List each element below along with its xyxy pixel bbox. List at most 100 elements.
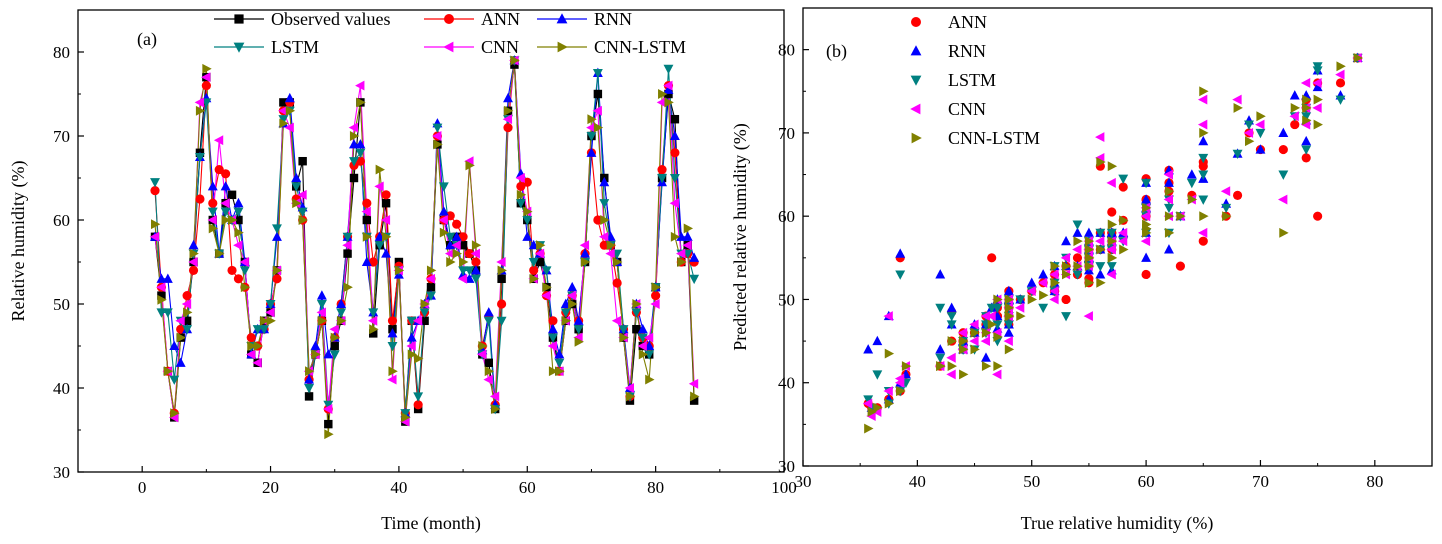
point-cnn: [605, 248, 615, 259]
panel-a-y-tick-label: 60: [53, 211, 70, 230]
point-observed-values: [304, 392, 314, 401]
panel-b-y-tick-label: 70: [778, 124, 795, 143]
panel-a-axes: 0 20 40 60 80 100 30 40 50 60 70 80: [53, 9, 797, 497]
point-lstm: [304, 383, 315, 394]
point-observed-values: [324, 419, 333, 429]
scatter-point-lstm: [1038, 303, 1049, 314]
scatter-point-cnn: [1220, 186, 1231, 197]
point-ann: [195, 194, 205, 204]
panel-a-x-tick-label: 60: [519, 478, 536, 497]
panel-b-x-tick-label: 40: [909, 472, 926, 491]
legend-label-rnn: RNN: [594, 9, 632, 29]
scatter-point-cnn-lstm: [959, 369, 969, 380]
scatter-point-lstm: [1061, 312, 1071, 322]
point-ann: [362, 198, 372, 208]
legend-label-cnn: CNN: [481, 37, 519, 57]
scatter-point-lstm: [1072, 220, 1083, 230]
point-ann: [208, 198, 218, 208]
scatter-point-rnn: [946, 302, 957, 312]
scatter-point-cnn-lstm: [1199, 211, 1209, 222]
scatter-point-rnn: [895, 248, 906, 258]
panel-b-x-tick-label: 50: [1023, 472, 1040, 491]
point-rnn: [220, 181, 231, 191]
scatter-point-cnn: [1300, 77, 1311, 88]
scatter-point-rnn: [981, 352, 991, 362]
legend-marker-cnn: [443, 41, 454, 53]
scatter-point-lstm: [946, 312, 957, 322]
scatter-point-lstm: [1198, 170, 1209, 180]
scatter-point-cnn: [1106, 177, 1116, 188]
point-ann: [188, 265, 199, 275]
panel-a-x-tick-label: 100: [771, 478, 797, 497]
scatter-point-cnn: [1197, 227, 1208, 238]
scatter-point-ann: [1175, 261, 1185, 271]
legend-label-ann: ANN: [481, 9, 520, 29]
panel-b-axes: 30 40 50 60 70 80 30 40 50 60 70 80: [778, 7, 1433, 491]
scatter-point-rnn: [935, 344, 946, 354]
legend-label-cnn-lstm: CNN-LSTM: [594, 37, 686, 57]
panel-a-y-axis-title: Relative humidity (%): [8, 161, 29, 322]
scatter-point-lstm: [1278, 170, 1289, 180]
scatter-point-ann: [987, 253, 997, 263]
panel-b-y-tick-label: 50: [778, 290, 795, 309]
scatter-point-lstm: [1255, 128, 1266, 139]
point-cnn-lstm: [587, 114, 597, 125]
scatter-point-ann: [1107, 207, 1117, 217]
legend-marker-cnn-lstm: [557, 41, 568, 53]
point-rnn: [233, 197, 244, 208]
panel-b-chart: 30 40 50 60 70 80 30 40 50 60 70 80 ANN RNN LSTM CNN CN…: [730, 7, 1433, 534]
scatter-point-cnn-lstm: [864, 423, 874, 434]
panel-b-y-tick-label: 30: [778, 457, 795, 476]
point-ann: [381, 190, 391, 200]
scatter-point-ann: [1313, 211, 1323, 221]
scatter-point-ann: [1232, 190, 1243, 200]
scatter-point-lstm: [1095, 262, 1106, 272]
point-rnn: [284, 92, 295, 103]
point-ann: [182, 291, 192, 301]
point-ann: [272, 274, 282, 284]
panel-b-x-tick-label: 70: [1252, 472, 1269, 491]
point-observed-values: [484, 358, 493, 368]
point-observed-values: [343, 249, 352, 258]
legend-b-label-rnn: RNN: [948, 41, 986, 61]
legend-marker-lstm: [233, 42, 245, 53]
panel-a-y-tick-label: 40: [53, 379, 70, 398]
panel-b-x-tick-label: 60: [1138, 472, 1155, 491]
legend-b-label-ann: ANN: [948, 12, 987, 32]
panel-a-y-tick-label: 80: [53, 43, 70, 62]
point-ann: [233, 274, 244, 284]
point-lstm: [239, 266, 250, 276]
point-rnn: [567, 281, 578, 292]
scatter-point-cnn-lstm: [1039, 290, 1049, 301]
point-ann: [221, 169, 231, 179]
panel-a-frame: [77, 9, 785, 473]
point-observed-values: [227, 190, 237, 200]
panel-a-y-tick-label: 70: [53, 127, 70, 146]
point-rnn: [175, 357, 186, 367]
point-ann: [497, 299, 507, 309]
scatter-point-lstm: [1186, 178, 1197, 189]
legend-label-lstm: LSTM: [271, 37, 319, 57]
scatter-point-rnn: [1278, 127, 1289, 137]
scatter-point-cnn-lstm: [1107, 161, 1118, 172]
scatter-point-cnn: [1095, 132, 1105, 143]
scatter-point-rnn: [863, 344, 874, 354]
point-lstm: [272, 224, 282, 234]
legend-marker-rnn: [556, 13, 568, 24]
panel-a-x-tick-label: 80: [647, 478, 664, 497]
scatter-point-cnn: [1278, 194, 1288, 205]
point-ann: [201, 81, 211, 91]
scatter-point-lstm: [1198, 195, 1209, 205]
panel-a-legend: Observed values ANN RNN LSTM CNN CNN-LSTM: [214, 9, 686, 57]
scatter-point-ann: [1141, 269, 1151, 280]
panel-a-x-tick-label: 40: [390, 478, 407, 497]
scatter-point-rnn: [1289, 90, 1300, 100]
panel-b-x-tick-label: 30: [795, 472, 812, 491]
point-ann: [246, 333, 256, 343]
point-observed-values: [330, 341, 339, 351]
point-ann: [670, 148, 680, 158]
scatter-point-lstm: [1118, 174, 1129, 185]
panel-b-x-axis-title: True relative humidity (%): [1021, 513, 1214, 534]
point-observed-values: [381, 198, 391, 208]
